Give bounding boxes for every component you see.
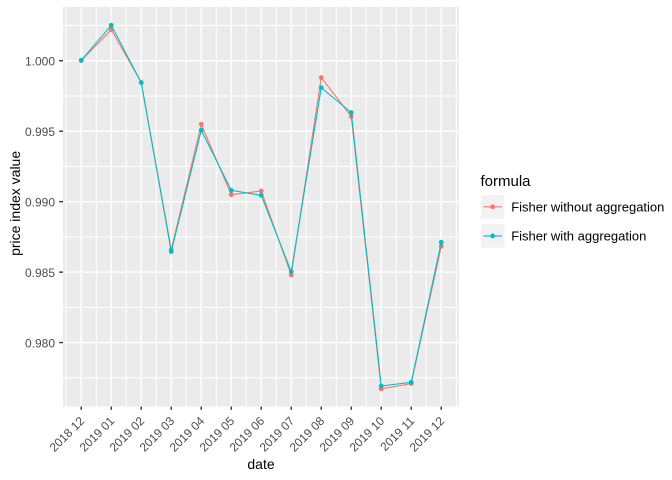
svg-text:Fisher without aggregation: Fisher without aggregation (511, 199, 664, 214)
svg-text:formula: formula (481, 173, 532, 190)
svg-text:0.980: 0.980 (25, 336, 55, 350)
svg-text:date: date (247, 456, 274, 472)
svg-text:1.000: 1.000 (25, 55, 55, 69)
svg-text:Fisher with aggregation: Fisher with aggregation (511, 228, 646, 243)
svg-text:0.985: 0.985 (25, 266, 55, 280)
svg-text:0.995: 0.995 (25, 125, 55, 139)
svg-text:price index value: price index value (7, 151, 23, 256)
svg-text:0.990: 0.990 (25, 195, 55, 209)
